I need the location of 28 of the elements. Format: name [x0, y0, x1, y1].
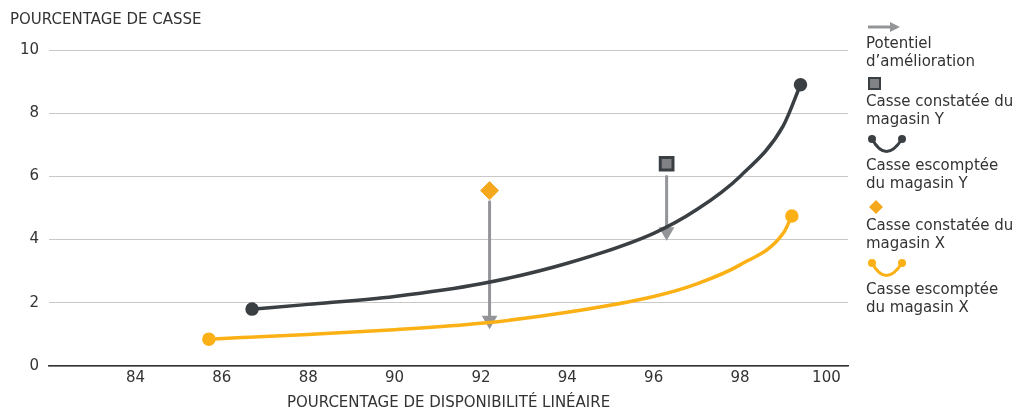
y-axis-title: POURCENTAGE DE CASSE [10, 10, 202, 28]
legend-label: Casse escomptée du magasin Y [866, 156, 1000, 192]
legend-label: Casse constatée du magasin X [866, 216, 1015, 252]
legend-label: Casse escomptée du magasin X [866, 280, 1000, 316]
x-tick-label: 98 [730, 367, 750, 386]
y-tick-label: 0 [29, 355, 40, 374]
x-tick-label: 84 [125, 367, 145, 386]
x-tick-label: 90 [385, 367, 405, 386]
legend-label: Casse constatée du magasin Y [866, 92, 1015, 128]
y-tick-label: 2 [29, 292, 40, 311]
point [245, 302, 259, 316]
point [202, 332, 216, 346]
y-tick-label: 8 [29, 103, 40, 122]
y-tick-label: 10 [19, 39, 40, 58]
x-tick-label: 100 [812, 367, 841, 386]
point [793, 78, 808, 92]
y-tick-label: 4 [29, 229, 40, 248]
point [480, 181, 500, 201]
x-tick-label: 86 [212, 367, 232, 386]
y-tick-label: 6 [29, 166, 40, 185]
x-tick-label: 94 [557, 367, 577, 386]
x-axis-title: POURCENTAGE DE DISPONIBILITÉ LINÉAIRE [286, 391, 611, 411]
x-tick-label: 92 [471, 367, 491, 386]
point [785, 209, 799, 223]
legend-label: Potentiel d’amélioration [866, 34, 976, 70]
x-tick-label: 88 [298, 367, 318, 386]
point [658, 155, 675, 172]
x-tick-label: 96 [644, 367, 664, 386]
